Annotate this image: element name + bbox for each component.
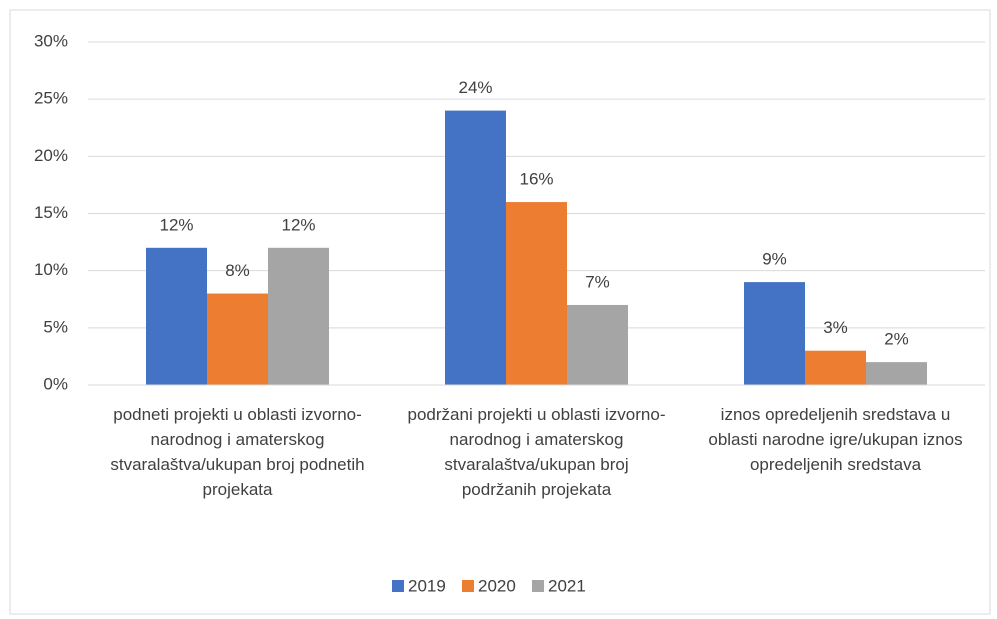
chart-border bbox=[9, 9, 991, 615]
value-label: 9% bbox=[762, 250, 787, 269]
legend-label: 2020 bbox=[478, 576, 516, 595]
value-label: 12% bbox=[159, 215, 193, 234]
legend-label: 2019 bbox=[408, 576, 446, 595]
value-label: 8% bbox=[225, 261, 250, 280]
value-label: 12% bbox=[281, 215, 315, 234]
value-label: 16% bbox=[519, 170, 553, 189]
y-tick-label: 0% bbox=[43, 374, 68, 393]
x-tick-label: podneti projekti u oblasti izvorno-narod… bbox=[110, 405, 365, 499]
y-tick-label: 10% bbox=[34, 260, 68, 279]
legend-swatch bbox=[392, 580, 404, 592]
y-tick-label: 15% bbox=[34, 203, 68, 222]
bar bbox=[744, 282, 805, 385]
legend-swatch bbox=[462, 580, 474, 592]
bar bbox=[207, 293, 268, 385]
bar bbox=[506, 202, 567, 385]
y-tick-label: 20% bbox=[34, 146, 68, 165]
x-tick-label: iznos opredeljenih sredstava u oblasti n… bbox=[708, 405, 963, 474]
y-tick-label: 30% bbox=[34, 31, 68, 50]
bar bbox=[445, 110, 506, 385]
y-tick-label: 25% bbox=[34, 89, 68, 108]
value-label: 3% bbox=[823, 318, 848, 337]
bar bbox=[146, 247, 207, 385]
bar bbox=[805, 350, 866, 385]
bar bbox=[268, 247, 329, 385]
bar bbox=[567, 304, 628, 385]
x-tick-label: podržani projekti u oblasti izvorno-naro… bbox=[407, 405, 666, 499]
value-label: 7% bbox=[585, 272, 610, 291]
value-label: 24% bbox=[458, 78, 492, 97]
legend-label: 2021 bbox=[548, 576, 586, 595]
value-label: 2% bbox=[884, 330, 909, 349]
legend-swatch bbox=[532, 580, 544, 592]
bar bbox=[866, 362, 927, 385]
y-tick-label: 5% bbox=[43, 317, 68, 336]
